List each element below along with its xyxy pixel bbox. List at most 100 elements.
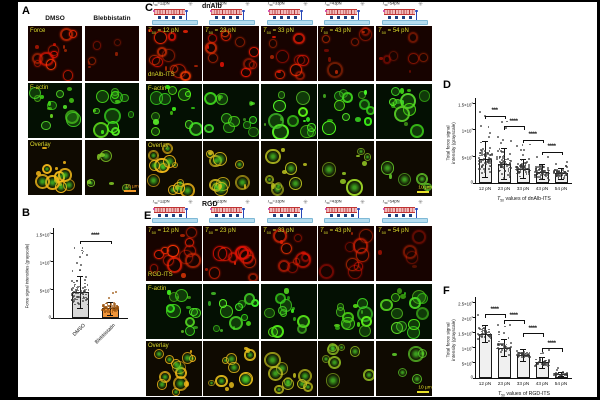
scatter-dot	[501, 159, 503, 162]
significance-stars: ****	[90, 232, 100, 240]
scatter-dot	[537, 362, 540, 365]
cell-blob	[346, 179, 363, 196]
cell-blob	[181, 352, 194, 364]
scatter-dot	[487, 168, 490, 171]
scatter-dot	[486, 159, 489, 162]
y-tick-label: 0	[48, 315, 51, 320]
scatter-dot	[505, 158, 508, 161]
scatter-dot	[539, 168, 541, 171]
error-cap	[539, 164, 545, 166]
dye-dot-left	[267, 9, 270, 13]
cell-blob	[40, 120, 51, 131]
scatter-dot	[488, 157, 491, 160]
cell-blob	[412, 264, 418, 268]
scatter-dot	[507, 336, 510, 339]
scatter-dot	[71, 296, 74, 299]
scatter-dot	[497, 344, 499, 347]
scatter-dot	[542, 170, 544, 173]
significance-bracket	[542, 151, 563, 156]
scatter-dot	[546, 156, 549, 158]
scatter-dot	[562, 176, 565, 179]
tension-sensor-schematic: T50=23pN ✳	[208, 200, 255, 223]
scatter-dot	[555, 369, 558, 371]
scatter-dot	[73, 285, 76, 288]
scatter-dot	[561, 173, 564, 176]
scatter-dot	[499, 162, 502, 164]
scatter-dot	[542, 352, 544, 355]
scatter-dot	[523, 165, 525, 168]
scatter-dot	[555, 373, 557, 375]
scatter-dot	[521, 352, 524, 355]
cell-blob	[181, 273, 186, 278]
panel-label-f: F	[443, 285, 450, 297]
scatter-dot	[75, 289, 78, 292]
scatter-dot	[528, 172, 530, 175]
scatter-dot	[522, 353, 525, 356]
scatter-dot	[114, 307, 117, 310]
scatter-dot	[497, 136, 500, 139]
scatter-dot	[75, 296, 78, 298]
panel-label-e: E	[144, 210, 152, 222]
cell-blob	[205, 268, 209, 271]
scatter-dot	[502, 331, 505, 334]
micrograph-label: F-actin	[30, 85, 49, 91]
cell-blob	[297, 54, 310, 67]
substrate-platform	[209, 217, 255, 223]
scatter-dot	[526, 351, 528, 354]
cell-blob	[227, 252, 239, 263]
scatter-dot	[481, 165, 483, 167]
y-tick-label: 1.5×104	[458, 330, 473, 337]
scatter-dot	[508, 346, 511, 349]
cell-blob	[275, 293, 286, 304]
x-axis	[53, 318, 128, 319]
cell-blob	[341, 112, 350, 122]
schematic-t50-label: T50=54pN	[382, 2, 400, 7]
cell-blob	[377, 250, 383, 255]
surface-block	[344, 15, 348, 20]
cell-blob	[147, 173, 161, 187]
cell-blob	[281, 243, 292, 255]
cell-blob	[408, 53, 420, 64]
scatter-dot	[502, 161, 505, 164]
scatter-dot	[565, 174, 567, 177]
surface-block	[395, 213, 399, 218]
scatter-dot	[517, 355, 520, 358]
micro-tile-c-force-2	[261, 26, 317, 81]
cell-blob	[338, 343, 346, 351]
y-tick-label: 0	[470, 180, 473, 185]
cell-blob	[395, 320, 408, 333]
substrate-platform	[152, 19, 198, 25]
cell-blob	[172, 360, 187, 375]
scatter-dot	[117, 306, 119, 309]
scatter-dot	[518, 167, 521, 170]
cell-blob	[406, 251, 419, 264]
micro-tile-e-factin-4	[376, 284, 432, 339]
surface-block	[165, 15, 169, 20]
cell-blob	[303, 119, 307, 123]
cell-blob	[342, 172, 346, 176]
bar-chart-dmso-vs-blebbistatin: 0 5×103 1×104 1.5×104 **** DMSO Blebbistatin Fo…	[22, 222, 150, 357]
scatter-dot	[481, 333, 484, 336]
scatter-dot	[534, 358, 537, 361]
micro-tile-a-force-0	[28, 26, 82, 81]
scatter-dot	[103, 304, 106, 307]
scatter-dot	[103, 308, 105, 311]
scatter-dot	[539, 176, 542, 179]
scatter-dot	[114, 305, 117, 307]
y-tick-label: 1.5×104	[458, 100, 473, 108]
scatter-dot	[507, 354, 510, 357]
cell-blob	[281, 378, 294, 391]
micrograph-label: Force	[30, 28, 46, 34]
cell-blob	[52, 42, 57, 47]
scatter-dot	[498, 340, 501, 343]
scatter-dot	[82, 300, 84, 303]
scatter-dot	[503, 167, 506, 170]
cell-blob	[29, 87, 42, 100]
scatter-dot	[83, 290, 86, 292]
error-cap	[558, 168, 564, 169]
scatter-dot	[528, 166, 531, 168]
scatter-dot	[108, 310, 111, 313]
scatter-dot	[501, 349, 504, 351]
scatter-dot	[503, 166, 506, 169]
cell-blob	[224, 387, 230, 392]
